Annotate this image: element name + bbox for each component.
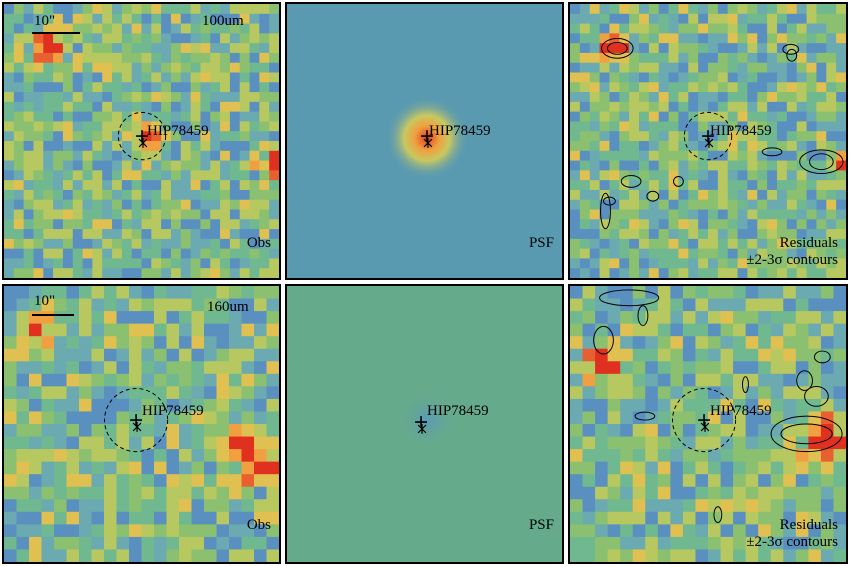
source-label: HIP78459 bbox=[147, 123, 209, 139]
panel-label-obs: Obs bbox=[246, 517, 271, 533]
scale-label: 10" bbox=[34, 293, 56, 309]
heatmap-residuals-160um bbox=[570, 286, 846, 562]
panel-residuals-160um: HIP78459 Residuals ±2-3σ contours bbox=[568, 284, 848, 564]
panel-obs-160um: 10" 160um HIP78459 Obs bbox=[2, 284, 281, 564]
panel-psf-160um: HIP78459 PSF bbox=[285, 284, 564, 564]
panel-sublabel-contours: ±2-3σ contours bbox=[746, 534, 838, 550]
heatmap-residuals-100um bbox=[570, 4, 846, 278]
panel-residuals-100um: HIP78459 Residuals ±2-3σ contours bbox=[568, 2, 848, 280]
source-label: HIP78459 bbox=[710, 403, 772, 419]
band-label: 160um bbox=[207, 299, 249, 315]
panel-label-psf: PSF bbox=[528, 235, 554, 251]
panel-obs-100um: 10" 100um HIP78459 Obs bbox=[2, 2, 281, 280]
source-label: HIP78459 bbox=[710, 123, 772, 139]
scale-bar bbox=[32, 32, 80, 34]
panel-label-psf: PSF bbox=[528, 517, 554, 533]
psf-image-100um bbox=[287, 4, 562, 278]
panel-label-obs: Obs bbox=[246, 235, 271, 251]
band-label: 100um bbox=[202, 13, 244, 29]
panel-label-residuals: Residuals bbox=[779, 235, 838, 251]
psf-image-160um bbox=[287, 286, 562, 562]
panel-sublabel-contours: ±2-3σ contours bbox=[746, 252, 838, 268]
heatmap-obs-160um bbox=[4, 286, 279, 562]
source-label: HIP78459 bbox=[427, 403, 489, 419]
panel-label-residuals: Residuals bbox=[779, 517, 838, 533]
heatmap-obs-100um bbox=[4, 4, 279, 278]
panel-psf-100um: HIP78459 PSF bbox=[285, 2, 564, 280]
source-label: HIP78459 bbox=[142, 403, 204, 419]
scale-label: 10" bbox=[34, 13, 56, 29]
scale-bar bbox=[32, 314, 74, 316]
source-label: HIP78459 bbox=[429, 123, 491, 139]
